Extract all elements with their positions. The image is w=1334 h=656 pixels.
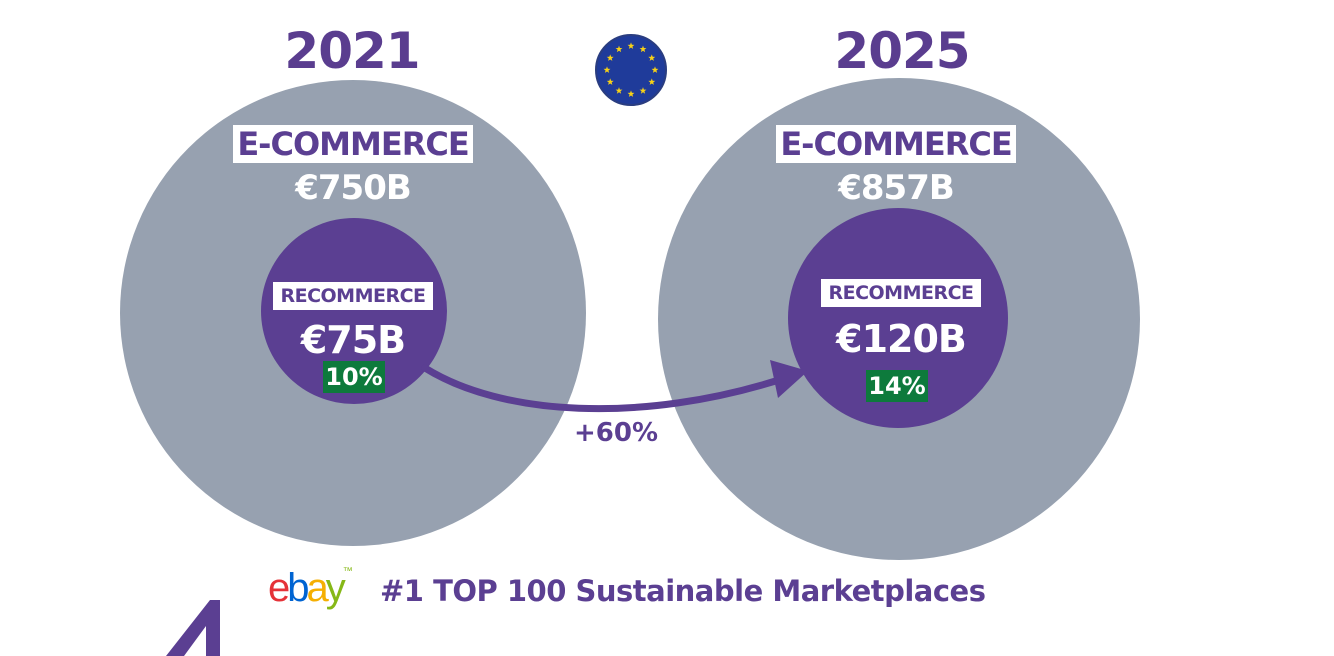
- footer-text: #1 TOP 100 Sustainable Marketplaces: [380, 574, 986, 608]
- eu-star-6: [639, 87, 647, 94]
- recommerce-2025-share: 14%: [866, 370, 928, 402]
- recommerce-2025-value: €120B: [836, 317, 967, 361]
- eu-star-8: [615, 87, 623, 94]
- eu-star-12: [615, 45, 623, 53]
- eu-flag-icon: [595, 34, 667, 106]
- ebay-letter-y: y: [325, 566, 346, 610]
- growth-label: +60%: [573, 418, 659, 448]
- ebay-logo: ebay™: [268, 566, 353, 611]
- eu-star-2: [639, 45, 647, 53]
- eu-star-11: [606, 54, 614, 61]
- eu-star-10: [603, 66, 611, 73]
- trademark-icon: ™: [342, 566, 353, 577]
- eu-star-9: [606, 78, 614, 85]
- eu-star-3: [648, 54, 656, 61]
- year-2021: 2021: [284, 22, 420, 80]
- ecommerce-2025-value: €857B: [838, 168, 955, 208]
- ebay-letter-a: a: [306, 566, 329, 610]
- ecommerce-2021-label: E-COMMERCE: [233, 125, 473, 163]
- ecommerce-2025-label: E-COMMERCE: [776, 125, 1016, 163]
- recommerce-2021-value: €75B: [300, 318, 406, 362]
- ebay-letter-e: e: [268, 566, 290, 610]
- recommerce-2021-share: 10%: [323, 361, 385, 393]
- eu-star-1: [627, 42, 635, 49]
- recommerce-2025-label: RECOMMERCE: [821, 279, 981, 307]
- ecommerce-2021-value: €750B: [295, 168, 412, 208]
- year-2025: 2025: [834, 22, 970, 80]
- eu-star-4: [651, 66, 659, 73]
- ebay-letter-b: b: [287, 566, 309, 610]
- decorative-shape: [166, 600, 220, 656]
- eu-star-5: [648, 78, 656, 85]
- eu-star-7: [627, 90, 635, 97]
- recommerce-2021-label: RECOMMERCE: [273, 282, 433, 310]
